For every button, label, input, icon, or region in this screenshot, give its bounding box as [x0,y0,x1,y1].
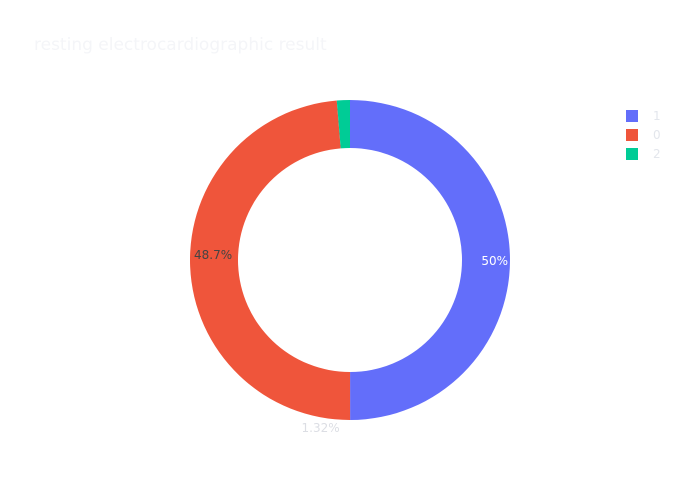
legend-swatch [626,128,638,141]
slices-group [190,100,510,421]
chart-title: resting electrocardiographic result [34,35,327,55]
pie-slice[interactable] [350,100,510,420]
legend-swatch [626,109,638,122]
slice-label: 48.7% [194,248,232,262]
slice-label: 1.32% [302,421,340,435]
legend-label: 0 [653,127,661,142]
slice-labels-group: 50% 48.7% 1.32% [194,248,508,435]
slice-label: 50% [481,254,508,268]
legend-item[interactable]: 0 [626,125,661,144]
legend-label: 1 [653,108,661,123]
pie-slice[interactable] [190,100,351,421]
legend-swatch [626,147,638,160]
legend-label: 2 [653,146,661,161]
legend: 1 0 2 [626,106,661,163]
pie-slice[interactable] [336,100,350,149]
legend-item[interactable]: 1 [626,106,661,125]
legend-item[interactable]: 2 [626,144,661,163]
